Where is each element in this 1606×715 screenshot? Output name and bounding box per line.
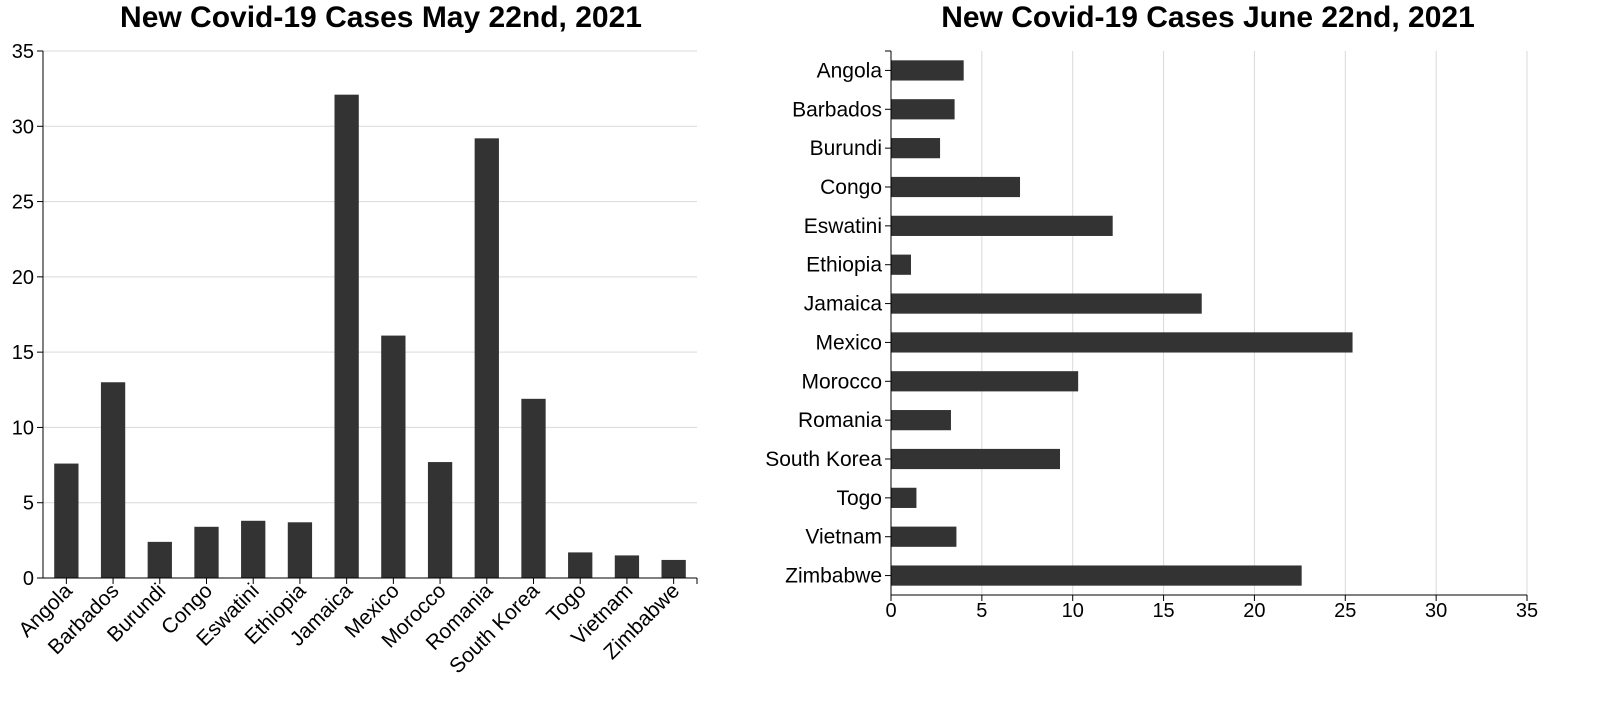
chart-june-bar-morocco bbox=[891, 371, 1079, 392]
chart-june-x-tick-label: 20 bbox=[1243, 600, 1265, 622]
chart-may-bar-zimbabwe bbox=[661, 559, 686, 578]
chart-may-y-tick-label: 25 bbox=[12, 192, 34, 214]
chart-may-bar-barbados bbox=[100, 382, 126, 578]
chart-may-y-tick-label: 10 bbox=[12, 417, 34, 439]
chart-june-category-label: Morocco bbox=[801, 370, 882, 393]
chart-may-category-labels: AngolaBarbadosBurundiCongoEswatiniEthiop… bbox=[14, 579, 684, 678]
chart-may-axes bbox=[37, 50, 698, 584]
chart-june-bar-south-korea bbox=[891, 448, 1060, 470]
chart-may-bar-mexico bbox=[381, 335, 406, 578]
chart-may-y-tick-label: 30 bbox=[12, 116, 34, 138]
chart-june-category-label: Ethiopia bbox=[806, 254, 882, 277]
chart-june-x-tick-label: 25 bbox=[1334, 600, 1356, 622]
chart-may-y-tick-labels: 0 5 10 15 20 25 30 35 bbox=[12, 41, 34, 590]
chart-june-category-label: Burundi bbox=[810, 137, 882, 160]
chart-june-title: New Covid-19 Cases June 22nd, 2021 bbox=[941, 1, 1475, 34]
chart-june-bar-angola bbox=[891, 60, 964, 81]
chart-june-category-labels: Angola Barbados Burundi Congo Eswatini Ethiop… bbox=[765, 59, 882, 587]
chart-may-bar-romania bbox=[474, 138, 499, 578]
chart-may-bar-jamaica bbox=[334, 94, 359, 578]
chart-june-category-label: Romania bbox=[798, 409, 882, 432]
chart-june-category-label: Togo bbox=[836, 487, 882, 510]
chart-june-category-label: Barbados bbox=[792, 98, 882, 121]
chart-june-category-label: South Korea bbox=[765, 448, 882, 471]
chart-june-bar-romania bbox=[891, 410, 951, 431]
chart-may-gridlines bbox=[43, 50, 697, 504]
chart-june-x-tick-label: 35 bbox=[1516, 600, 1538, 622]
chart-june-bars bbox=[891, 60, 1353, 586]
chart-june-x-tick-labels: 0 5 10 15 20 25 30 35 bbox=[885, 600, 1538, 622]
chart-may-bar-angola bbox=[54, 463, 79, 578]
chart-may-bar-ethiopia bbox=[287, 522, 313, 578]
chart-june-bar-ethiopia bbox=[891, 254, 911, 275]
chart-june-axes bbox=[885, 50, 1528, 601]
chart-june-bar-eswatini bbox=[891, 215, 1113, 236]
chart-june-category-label: Jamaica bbox=[804, 293, 883, 316]
chart-june-category-label: Zimbabwe bbox=[785, 565, 882, 588]
chart-june-category-label: Mexico bbox=[815, 331, 882, 354]
chart-may-y-tick-label: 15 bbox=[12, 342, 34, 364]
chart-june-gridlines bbox=[981, 51, 1528, 595]
chart-june-category-label: Eswatini bbox=[804, 215, 882, 238]
chart-june-x-tick-label: 5 bbox=[976, 600, 987, 622]
chart-may-y-tick-label: 5 bbox=[23, 493, 34, 515]
chart-may-bar-togo bbox=[568, 552, 593, 578]
chart-june-category-label: Angola bbox=[817, 59, 883, 82]
chart-june-bar-togo bbox=[891, 487, 917, 508]
chart-may-title: New Covid-19 Cases May 22nd, 2021 bbox=[120, 1, 642, 34]
chart-may-bar-burundi bbox=[147, 541, 172, 578]
chart-may-bar-vietnam bbox=[614, 555, 640, 578]
chart-june-x-tick-label: 10 bbox=[1062, 600, 1084, 622]
chart-june-x-tick-label: 0 bbox=[885, 600, 896, 622]
chart-june-x-tick-label: 30 bbox=[1425, 600, 1447, 622]
chart-may: New Covid-19 Cases May 22nd, 2021 0 5 10 15… bbox=[12, 1, 698, 678]
chart-june-bar-congo bbox=[891, 176, 1021, 198]
chart-june-bar-zimbabwe bbox=[891, 565, 1302, 586]
chart-may-y-tick-label: 0 bbox=[23, 568, 34, 590]
chart-june-category-label: Vietnam bbox=[805, 526, 882, 549]
chart-june-category-label: Congo bbox=[820, 176, 882, 199]
chart-june-bar-jamaica bbox=[891, 293, 1202, 314]
chart-june-bar-burundi bbox=[891, 138, 941, 159]
chart-may-bar-congo bbox=[194, 526, 219, 578]
chart-june-bar-mexico bbox=[891, 332, 1353, 353]
chart-june-x-tick-label: 15 bbox=[1152, 600, 1174, 622]
chart-may-bar-morocco bbox=[427, 462, 453, 578]
chart-june-bar-vietnam bbox=[891, 526, 957, 547]
chart-may-bar-eswatini bbox=[241, 520, 266, 578]
chart-may-y-tick-label: 20 bbox=[12, 267, 34, 289]
chart-may-bar-south-korea bbox=[521, 398, 546, 578]
chart-june-bar-barbados bbox=[891, 99, 955, 120]
chart-may-y-tick-label: 35 bbox=[12, 41, 34, 63]
chart-june: New Covid-19 Cases June 22nd, 2021 0 5 10 1… bbox=[765, 1, 1538, 622]
chart-may-bars bbox=[54, 94, 686, 578]
